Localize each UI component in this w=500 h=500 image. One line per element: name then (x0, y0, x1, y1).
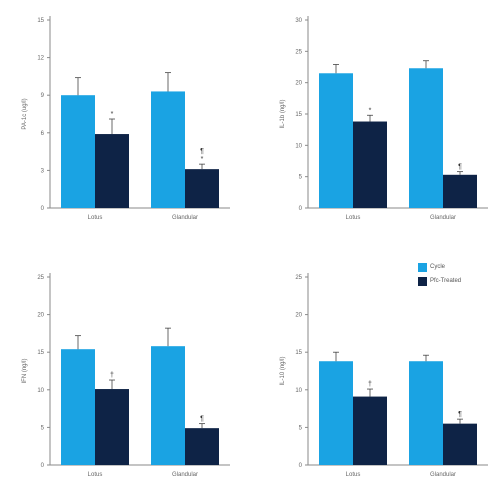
y-tick-label: 20 (37, 313, 44, 319)
significance-marker: ¶ (200, 416, 204, 423)
y-tick-label: 30 (295, 18, 302, 24)
y-tick-label: 5 (299, 175, 303, 181)
y-tick-label: 20 (295, 313, 302, 319)
y-tick-label: 0 (299, 206, 303, 212)
x-category-label: Glandular (172, 472, 198, 478)
significance-marker: * (201, 156, 204, 163)
bar-control (319, 73, 353, 209)
x-category-label: Lotus (88, 472, 103, 478)
x-category-label: Glandular (430, 472, 456, 478)
legend-label-treated: Pfc-Treated (430, 278, 462, 284)
bar-treated (95, 134, 129, 208)
significance-marker: † (368, 381, 372, 388)
legend-item-control: Cycle (418, 260, 498, 274)
y-tick-label: 15 (295, 112, 302, 118)
x-category-label: Lotus (88, 215, 103, 221)
y-tick-label: 10 (37, 388, 44, 394)
significance-marker: ¶ (458, 164, 462, 171)
legend: Cycle Pfc-Treated (418, 260, 498, 288)
bar-control (319, 361, 353, 465)
chart-panel-3: 0 5 10 15 20 25 IFN (ng/l) † Lotus ¶ Glandular (22, 273, 230, 478)
x-category-label: Glandular (172, 215, 198, 221)
y-tick-label: 20 (295, 81, 302, 87)
bar-control (151, 346, 185, 465)
bar-treated (443, 174, 477, 208)
y-tick-label: 25 (295, 49, 302, 55)
legend-item-treated: Pfc-Treated (418, 274, 498, 288)
y-tick-label: 5 (41, 425, 45, 431)
chart-panel-2: 0 5 10 15 20 25 30 IL-1b (ng/l) * Lotus ¶ Glandular (280, 16, 488, 221)
significance-marker: † (110, 372, 114, 379)
bar-treated (353, 121, 387, 208)
bar-treated (95, 389, 129, 465)
legend-label-control: Cycle (430, 264, 446, 270)
y-tick-label: 5 (299, 425, 303, 431)
y-tick-label: 0 (41, 463, 45, 469)
y-axis-label: IFN (ng/l) (22, 358, 28, 383)
y-tick-label: 12 (37, 56, 44, 62)
y-tick-label: 0 (299, 463, 303, 469)
y-axis-label: IL-1b (ng/l) (280, 99, 286, 128)
y-tick-label: 10 (295, 143, 302, 149)
y-tick-label: 10 (295, 388, 302, 394)
chart-panel-4: 0 5 10 15 20 25 IL-10 (ng/l) † Lotus ¶ Glandular (280, 273, 488, 478)
x-category-label: Lotus (346, 472, 361, 478)
y-axis-label: IL-10 (ng/l) (280, 356, 286, 385)
bar-treated (185, 169, 219, 208)
bar-treated (443, 423, 477, 465)
bar-control (409, 68, 443, 209)
significance-marker: ¶ (458, 411, 462, 418)
y-tick-label: 3 (41, 168, 45, 174)
y-tick-label: 0 (41, 206, 45, 212)
x-category-label: Lotus (346, 215, 361, 221)
bar-treated (185, 428, 219, 465)
significance-marker: ¶ (200, 148, 204, 155)
legend-swatch-treated (418, 276, 427, 286)
bar-control (409, 361, 443, 465)
significance-marker: * (111, 111, 114, 118)
y-tick-label: 25 (295, 275, 302, 281)
y-tick-label: 6 (41, 131, 45, 137)
bar-treated (353, 396, 387, 465)
legend-swatch-control (418, 262, 427, 272)
x-category-label: Glandular (430, 215, 456, 221)
bar-control (151, 91, 185, 208)
y-tick-label: 15 (37, 350, 44, 356)
y-tick-label: 25 (37, 275, 44, 281)
y-axis-label: PA-1c (ug/l) (22, 98, 28, 129)
y-tick-label: 15 (295, 350, 302, 356)
bar-control (61, 95, 95, 208)
y-tick-label: 15 (37, 18, 44, 24)
y-tick-label: 9 (41, 93, 45, 99)
significance-marker: * (369, 107, 372, 114)
bar-control (61, 349, 95, 465)
